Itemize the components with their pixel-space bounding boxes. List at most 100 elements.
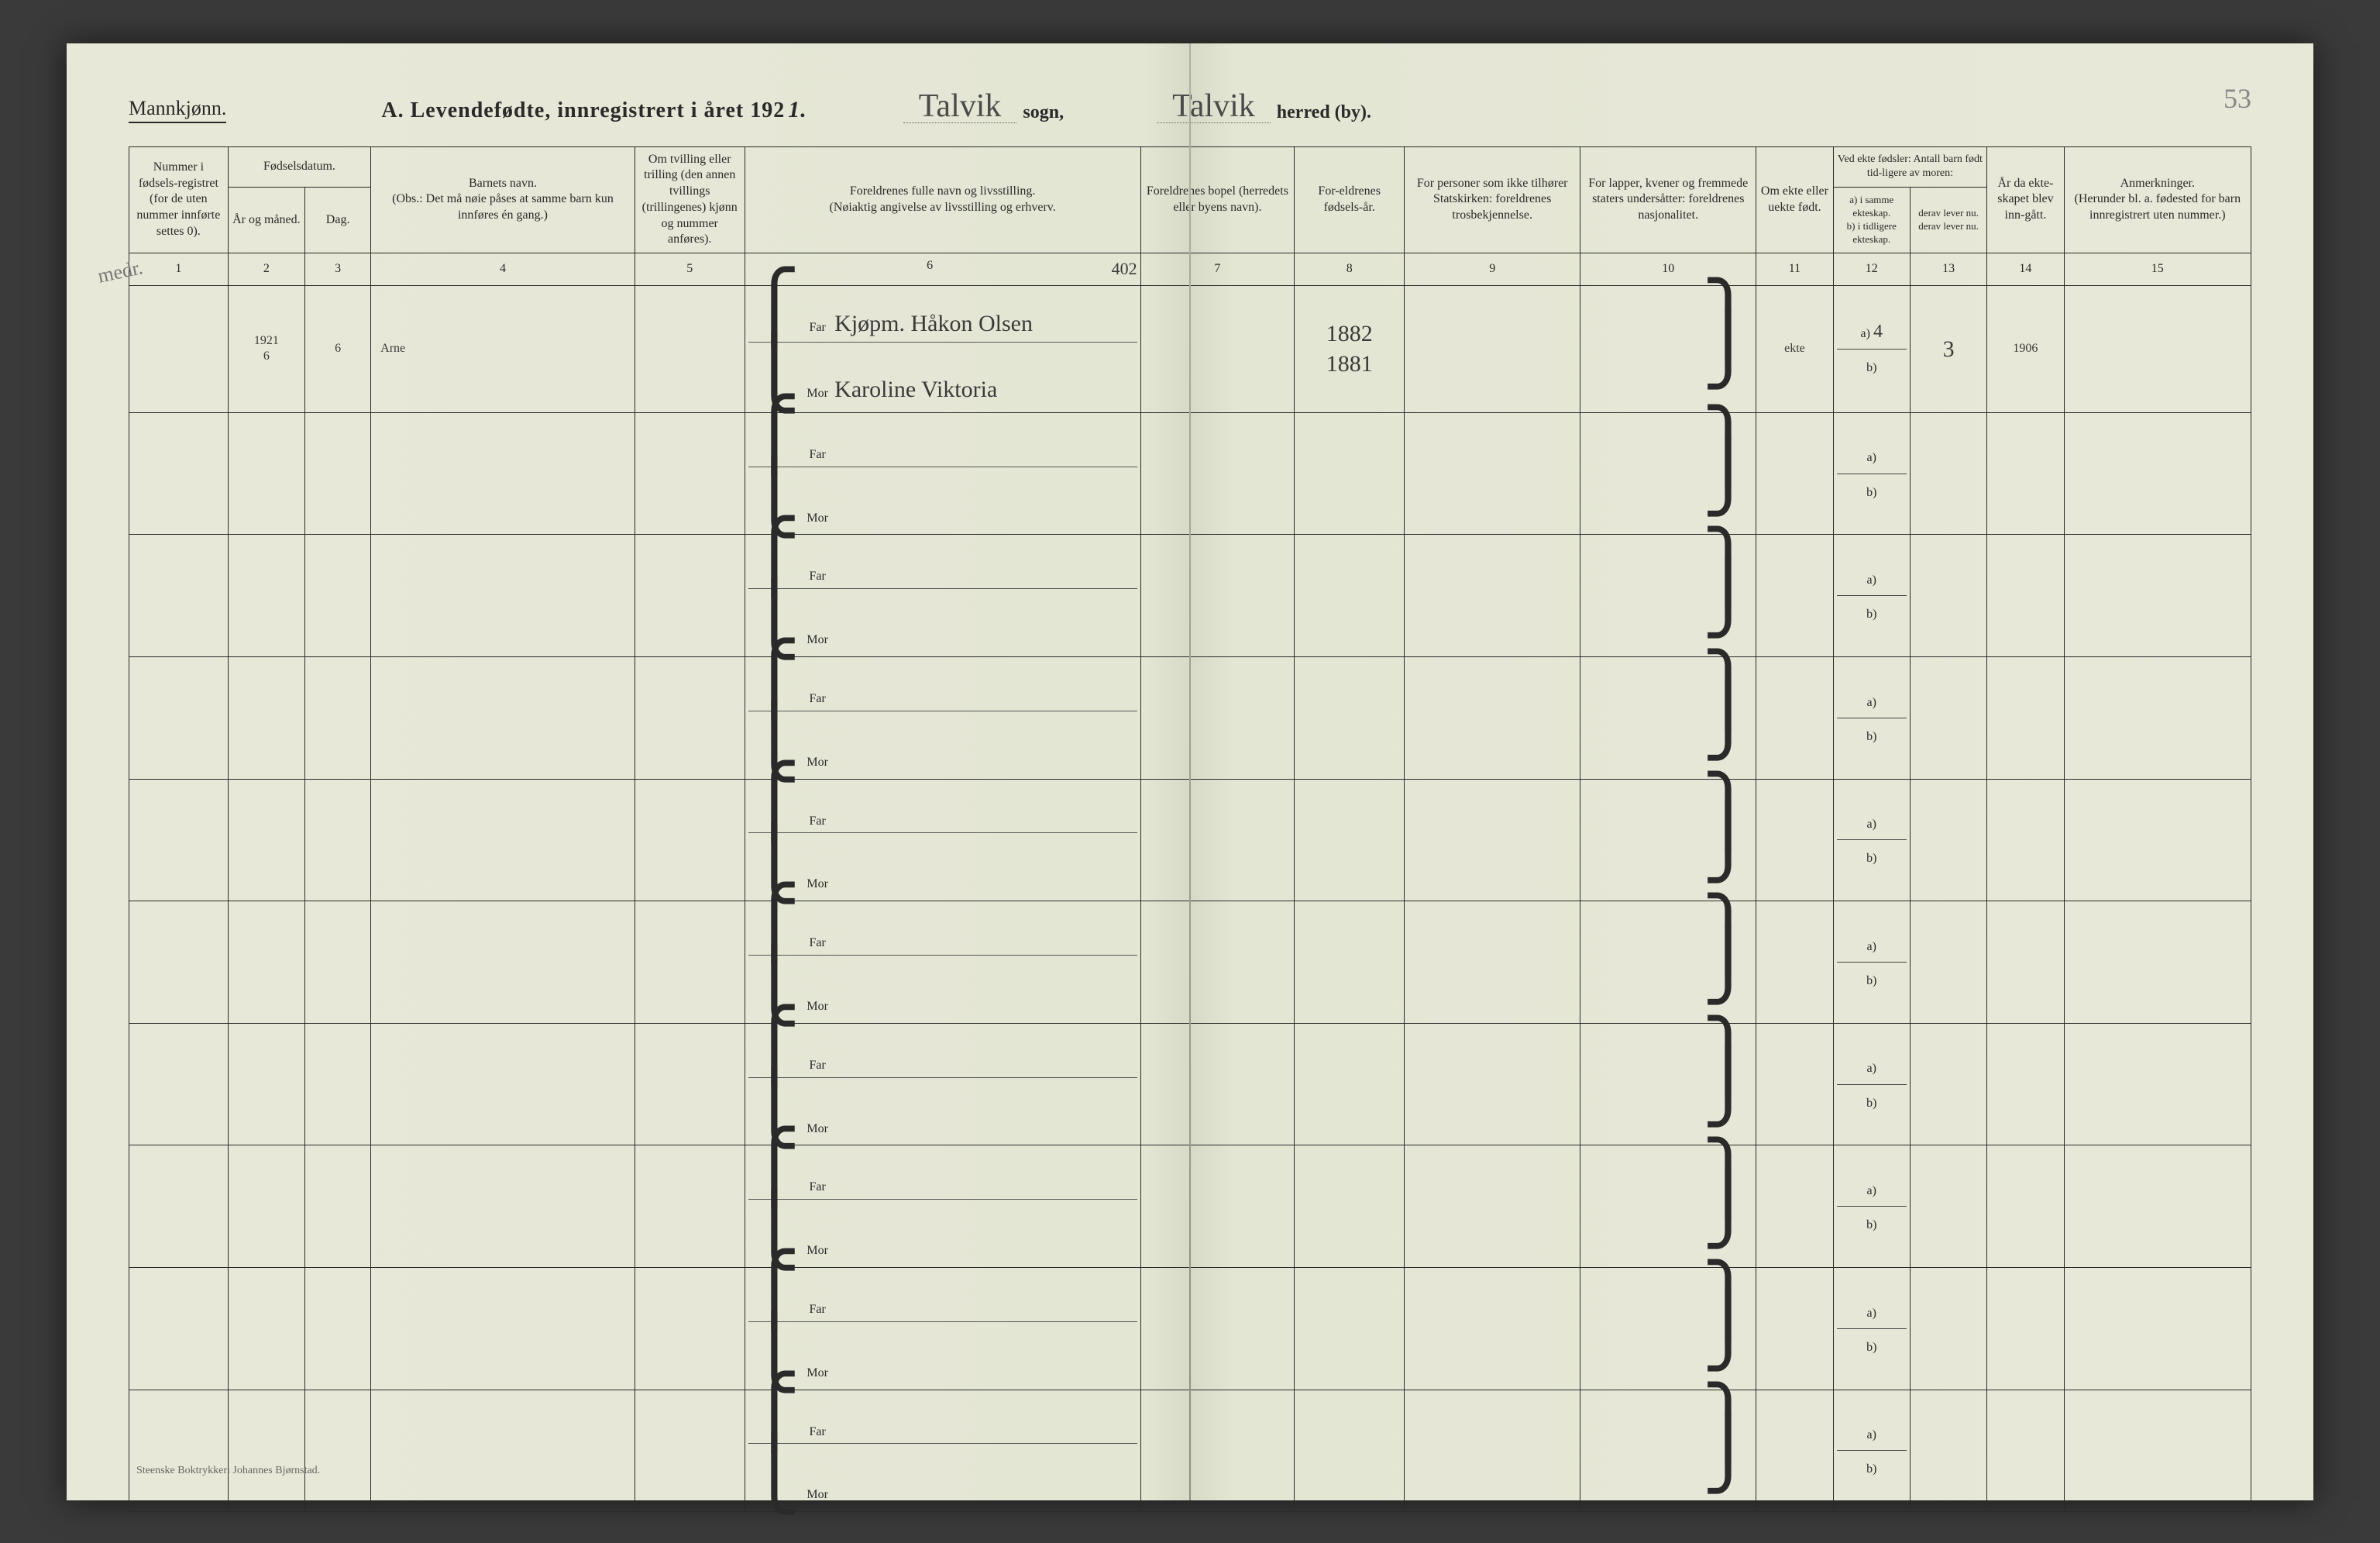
cell-year-month bbox=[228, 535, 304, 657]
cell-child-name: Arne bbox=[371, 285, 635, 412]
header-c7: Foreldrenes bopel (herredets eller byens… bbox=[1140, 146, 1295, 253]
ab-b: b) bbox=[1837, 1451, 1907, 1484]
cell-child-name bbox=[371, 1390, 635, 1512]
ab-b: b) bbox=[1837, 840, 1907, 873]
cell-day bbox=[305, 901, 371, 1024]
ab-cell: a) b) bbox=[1833, 779, 1910, 901]
colnum-11: 11 bbox=[1756, 253, 1833, 286]
bracket-cell: ⎫ ⎭ bbox=[1580, 412, 1756, 535]
cell-ekte bbox=[1756, 412, 1833, 535]
table-row: 1921 6 6 Arne ⎧FarKjøpm. Håkon Olsen ⎩Mo… bbox=[129, 285, 2251, 412]
title-year-suffix: 1. bbox=[788, 97, 807, 122]
header-c13: derav lever nu. derav lever nu. bbox=[1910, 187, 1986, 253]
colnum-7: 7 bbox=[1140, 253, 1295, 286]
cell-number bbox=[129, 901, 229, 1024]
ab-b: b) bbox=[1837, 1329, 1907, 1362]
header-c1: Nummer i fødsels-registret (for de uten … bbox=[129, 146, 229, 253]
cell-c14: 1906 bbox=[1987, 285, 2064, 412]
cell-twin bbox=[635, 1023, 745, 1145]
ab-a: a) bbox=[1837, 1295, 1907, 1329]
far-label: Far bbox=[800, 814, 834, 830]
cell-child-name bbox=[371, 535, 635, 657]
cell-day bbox=[305, 412, 371, 535]
table-row: ⎧Far ⎩Mor ⎫ ⎭ a) b) bbox=[129, 901, 2251, 1024]
cell-religion bbox=[1405, 1268, 1580, 1390]
ab-a: a) 4 bbox=[1837, 315, 1907, 350]
header-c15: Anmerkninger. (Herunder bl. a. fødested … bbox=[2064, 146, 2251, 253]
cell-remarks bbox=[2064, 285, 2251, 412]
cell-ekte bbox=[1756, 1145, 1833, 1268]
cell-c14 bbox=[1987, 779, 2064, 901]
mor-label: Mor bbox=[800, 1487, 834, 1503]
cell-number bbox=[129, 1023, 229, 1145]
header-c6: Foreldrenes fulle navn og livsstilling. … bbox=[745, 146, 1140, 253]
cell-day bbox=[305, 1023, 371, 1145]
cell-c13 bbox=[1910, 1268, 1986, 1390]
cell-religion bbox=[1405, 1145, 1580, 1268]
table-body: 1921 6 6 Arne ⎧FarKjøpm. Håkon Olsen ⎩Mo… bbox=[129, 285, 2251, 1511]
parents-cell: ⎧Far ⎩Mor bbox=[745, 1145, 1140, 1268]
cell-religion bbox=[1405, 901, 1580, 1024]
cell-c14 bbox=[1987, 1390, 2064, 1512]
cell-religion bbox=[1405, 1390, 1580, 1512]
parents-cell: ⎧Far ⎩Mor bbox=[745, 412, 1140, 535]
cell-number bbox=[129, 779, 229, 901]
cell-child-name bbox=[371, 657, 635, 780]
cell-parent-years bbox=[1295, 1390, 1405, 1512]
cell-residence bbox=[1140, 779, 1295, 901]
ab-cell: a) b) bbox=[1833, 412, 1910, 535]
bracket-cell: ⎫ ⎭ bbox=[1580, 901, 1756, 1024]
mor-label: Mor bbox=[800, 1243, 834, 1259]
cell-child-name bbox=[371, 1023, 635, 1145]
cell-c14 bbox=[1987, 1145, 2064, 1268]
sogn-group: Talvik sogn, bbox=[903, 90, 1064, 123]
table-row: ⎧Far ⎩Mor ⎫ ⎭ a) b) bbox=[129, 779, 2251, 901]
ab-cell: a) b) bbox=[1833, 1390, 1910, 1512]
header-c2b: Dag. bbox=[305, 187, 371, 253]
parents-cell: ⎧Far ⎩Mor bbox=[745, 657, 1140, 780]
colnum-5: 5 bbox=[635, 253, 745, 286]
table-row: ⎧Far ⎩Mor ⎫ ⎭ a) b) bbox=[129, 1390, 2251, 1512]
colnum-3: 3 bbox=[305, 253, 371, 286]
ab-b: b) bbox=[1837, 963, 1907, 996]
cell-c13 bbox=[1910, 901, 1986, 1024]
far-label: Far bbox=[800, 569, 834, 585]
header-c2a: År og måned. bbox=[228, 187, 304, 253]
cell-c14 bbox=[1987, 535, 2064, 657]
bracket-cell: ⎫ ⎭ bbox=[1580, 1268, 1756, 1390]
cell-twin bbox=[635, 535, 745, 657]
ab-cell: a) b) bbox=[1833, 1268, 1910, 1390]
cell-remarks bbox=[2064, 1390, 2251, 1512]
far-label: Far bbox=[800, 1302, 834, 1318]
cell-residence bbox=[1140, 657, 1295, 780]
cell-parent-years bbox=[1295, 535, 1405, 657]
cell-year-month bbox=[228, 1390, 304, 1512]
colnum-6: 6 402 bbox=[745, 253, 1140, 286]
cell-religion bbox=[1405, 285, 1580, 412]
parents-cell: ⎧Far ⎩Mor bbox=[745, 779, 1140, 901]
bracket-cell: ⎫ ⎭ bbox=[1580, 1145, 1756, 1268]
ab-cell: a) 4 b) bbox=[1833, 285, 1910, 412]
cell-religion bbox=[1405, 1023, 1580, 1145]
cell-number bbox=[129, 285, 229, 412]
parents-cell: ⎧Far ⎩Mor bbox=[745, 535, 1140, 657]
bracket-cell: ⎫ ⎭ bbox=[1580, 657, 1756, 780]
cell-residence bbox=[1140, 1390, 1295, 1512]
cell-c14 bbox=[1987, 1268, 2064, 1390]
header-c4: Barnets navn. (Obs.: Det må nøie påses a… bbox=[371, 146, 635, 253]
printer-credit: Steenske Boktrykkeri Johannes Bjørnstad. bbox=[136, 1465, 320, 1477]
cell-remarks bbox=[2064, 1268, 2251, 1390]
cell-year-month bbox=[228, 1145, 304, 1268]
cell-number bbox=[129, 657, 229, 780]
mor-label: Mor bbox=[800, 1366, 834, 1382]
cell-residence bbox=[1140, 901, 1295, 1024]
table-row: ⎧Far ⎩Mor ⎫ ⎭ a) b) bbox=[129, 1023, 2251, 1145]
table-row: ⎧Far ⎩Mor ⎫ ⎭ a) b) bbox=[129, 1145, 2251, 1268]
ab-a: a) bbox=[1837, 684, 1907, 718]
ab-b: b) bbox=[1837, 596, 1907, 629]
table-row: ⎧Far ⎩Mor ⎫ ⎭ a) b) bbox=[129, 412, 2251, 535]
parents-cell: ⎧Far ⎩Mor bbox=[745, 901, 1140, 1024]
cell-year-month bbox=[228, 1023, 304, 1145]
form-title: A. Levendefødte, innregistrert i året 19… bbox=[381, 97, 810, 123]
cell-day bbox=[305, 657, 371, 780]
